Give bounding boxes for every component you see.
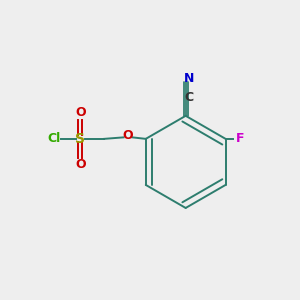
Text: Cl: Cl [47, 132, 60, 146]
Text: F: F [236, 132, 245, 146]
Text: O: O [75, 106, 86, 119]
Text: O: O [75, 158, 86, 171]
Text: S: S [75, 132, 85, 146]
Text: N: N [184, 72, 194, 85]
Text: O: O [123, 129, 133, 142]
Text: C: C [185, 92, 194, 104]
